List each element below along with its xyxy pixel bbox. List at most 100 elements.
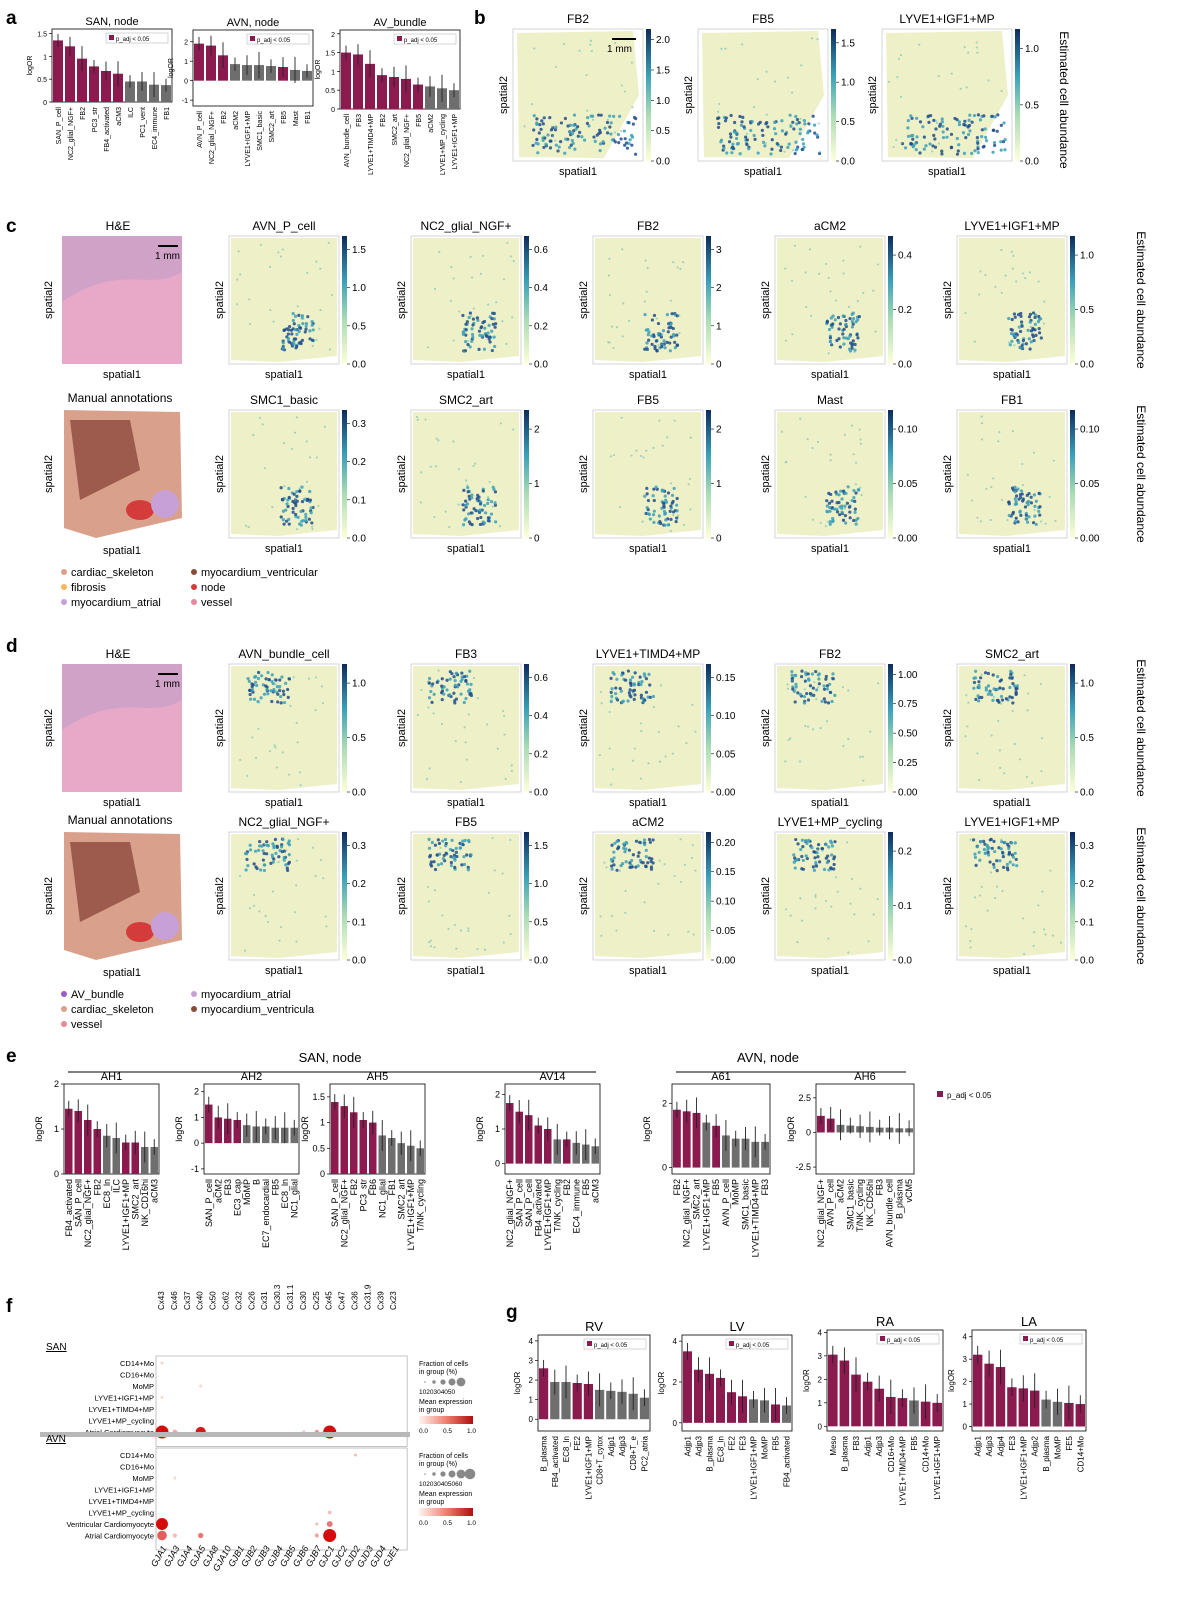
abundance-spot <box>668 341 672 345</box>
bar <box>112 1138 120 1174</box>
abundance-spot <box>955 152 960 156</box>
abundance-spot <box>470 327 474 331</box>
abundance-spot <box>330 293 334 297</box>
abundance-spot <box>254 756 258 760</box>
abundance-spot <box>1018 329 1023 334</box>
legend-swatch <box>729 1341 734 1346</box>
abundance-spot <box>966 473 969 476</box>
abundance-spot <box>456 685 460 689</box>
abundance-spot <box>309 511 313 515</box>
abundance-spot <box>271 890 275 893</box>
column-label: Cx45 <box>325 1291 334 1310</box>
abundance-spot <box>616 845 621 850</box>
bar <box>749 1399 758 1423</box>
abundance-spot <box>1009 669 1013 673</box>
bar <box>731 1138 740 1168</box>
abundance-spot <box>813 856 817 860</box>
abundance-spot <box>622 302 625 305</box>
colorbar-tick-label: 0.15 <box>716 867 736 878</box>
abundance-spot <box>474 462 477 465</box>
abundance-spot <box>940 149 944 153</box>
scalebar: 1 mm <box>607 38 636 55</box>
abundance-spot <box>1029 495 1033 499</box>
abundance-spot <box>589 39 593 42</box>
x-axis-label: spatial1 <box>447 369 485 381</box>
bar <box>515 1111 523 1164</box>
abundance-spot <box>294 504 298 508</box>
abundance-spot <box>270 679 274 684</box>
abundance-spot <box>492 335 496 339</box>
abundance-spot <box>318 327 321 330</box>
abundance-spot <box>1054 519 1057 522</box>
abundance-spot <box>825 861 829 865</box>
abundance-spot <box>624 911 627 914</box>
abundance-spot <box>798 760 802 763</box>
abundance-spot <box>554 139 557 142</box>
abundance-spot <box>1022 272 1025 275</box>
abundance-spot <box>274 682 277 686</box>
x-tick-label: CD14+Mo <box>1076 1435 1085 1472</box>
colorbar-tick-label: 0.0 <box>534 956 548 967</box>
abundance-spot <box>252 893 256 896</box>
chart-title: AH5 <box>367 1071 388 1083</box>
abundance-spot <box>289 704 292 707</box>
abundance-spot <box>837 493 841 497</box>
abundance-spot <box>794 140 798 144</box>
abundance-spot <box>724 116 728 120</box>
y-tick-label: 1 <box>184 59 188 66</box>
x-tick-label: Adjp2 <box>1031 1435 1040 1456</box>
abundance-spot <box>784 132 788 136</box>
abundance-spot <box>433 946 436 949</box>
abundance-spot <box>589 43 592 46</box>
abundance-spot <box>922 135 926 139</box>
abundance-spot <box>276 700 280 704</box>
abundance-spot <box>293 501 297 505</box>
abundance-spot <box>314 874 317 878</box>
abundance-spot <box>464 499 468 503</box>
abundance-spot <box>464 328 468 332</box>
abundance-spot <box>642 838 647 842</box>
abundance-spot <box>487 891 490 894</box>
abundance-spot <box>976 51 979 54</box>
row-label: CD16+Mo <box>120 1463 154 1472</box>
abundance-spot <box>287 843 292 847</box>
x-tick-label: Adjp3 <box>695 1435 704 1456</box>
abundance-spot <box>797 120 801 125</box>
abundance-spot <box>646 266 649 270</box>
abundance-spot <box>461 313 465 318</box>
abundance-spot <box>478 522 483 527</box>
dot <box>314 1533 319 1538</box>
abundance-spot <box>785 460 788 463</box>
abundance-spot <box>978 858 982 862</box>
abundance-spot <box>810 672 814 676</box>
abundance-spot <box>1029 325 1032 328</box>
y-axis-label: logOR <box>786 1116 796 1142</box>
abundance-spot <box>670 501 674 505</box>
colorbar-tick-label: 0.2 <box>534 321 548 332</box>
legend: p_adj < 0.05 <box>393 33 457 45</box>
colorbar-tick-label: 0.3 <box>1080 841 1094 852</box>
panel-letter: g <box>506 1302 518 1323</box>
abundance-spot <box>633 671 637 675</box>
abundance-spot <box>275 766 279 769</box>
abundance-spot <box>996 674 1000 679</box>
abundance-spot <box>292 337 296 341</box>
abundance-spot <box>305 440 308 443</box>
abundance-spot <box>838 513 842 517</box>
abundance-spot <box>299 784 302 787</box>
colorbar-tick-label: 0.5 <box>656 126 670 137</box>
abundance-spot <box>1021 497 1025 502</box>
abundance-spot <box>668 323 673 327</box>
abundance-spot <box>576 125 580 129</box>
abundance-spot <box>279 701 283 705</box>
abundance-spot <box>448 670 452 674</box>
axes-frame <box>192 29 314 107</box>
abundance-spot <box>554 65 557 68</box>
abundance-spot <box>462 488 466 492</box>
abundance-spot <box>847 305 851 309</box>
block-separator <box>40 1432 410 1437</box>
